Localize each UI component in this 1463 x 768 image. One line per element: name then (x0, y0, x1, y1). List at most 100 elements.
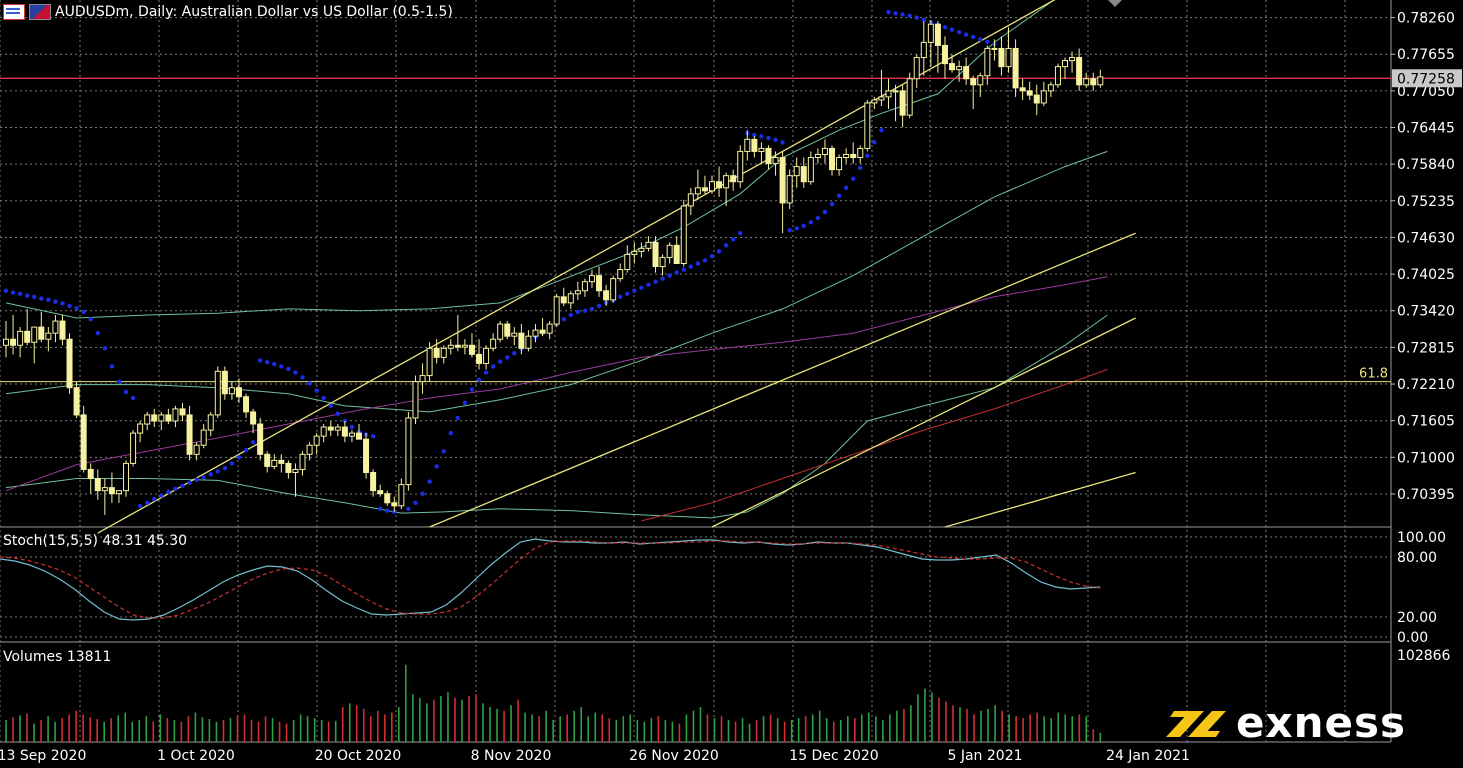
candle-body (588, 275, 595, 283)
parabolic-sar-dot (490, 364, 496, 369)
candle-body (221, 370, 228, 395)
candle-body (751, 138, 758, 152)
parabolic-sar-dot (730, 237, 736, 242)
parabolic-sar-dot (427, 479, 432, 484)
candle-body (603, 290, 610, 301)
parabolic-sar-dot (900, 12, 905, 17)
candle-body (1083, 78, 1090, 86)
parabolic-sar-dot (476, 377, 482, 383)
candle-body (878, 96, 885, 101)
candle-body (829, 147, 836, 171)
price-axis-label: 0.76445 (1397, 121, 1455, 137)
candle-body (334, 426, 341, 431)
candle-body (574, 290, 581, 295)
candle-body (1012, 47, 1019, 89)
candle-body (80, 414, 87, 470)
parabolic-sar-dot (942, 25, 948, 30)
parabolic-sar-dot (865, 153, 870, 158)
candle-body (101, 487, 108, 492)
candle-body (377, 490, 384, 495)
parabolic-sar-dot (222, 466, 228, 471)
candle-body (885, 90, 892, 98)
candle-body (673, 244, 680, 265)
candle-body (984, 47, 991, 77)
parabolic-sar-dot (702, 258, 708, 263)
candle-body (511, 332, 518, 337)
parabolic-sar-dot (272, 361, 277, 367)
parabolic-sar-dot (46, 297, 51, 303)
parabolic-sar-dot (187, 480, 192, 485)
candle-body (652, 241, 659, 268)
candle-body (518, 332, 525, 349)
parabolic-sar-dot (674, 270, 679, 275)
parabolic-sar-dot (300, 375, 305, 380)
stochastic-axis-label: 20.00 (1397, 610, 1437, 626)
candle-body (179, 408, 186, 416)
parabolic-sar-dot (321, 395, 326, 401)
parabolic-sar-dot (949, 27, 955, 32)
stochastic-axis-label: 80.00 (1397, 550, 1437, 566)
chart-window-icon[interactable] (3, 4, 25, 20)
candle-body (913, 57, 920, 80)
price-axis-label: 0.75840 (1397, 157, 1455, 173)
candle-body (59, 320, 66, 340)
parabolic-sar-dot (716, 249, 722, 254)
candle-body (1019, 87, 1026, 92)
candle-body (1005, 47, 1012, 68)
candle-body (920, 41, 927, 59)
parabolic-sar-dot (907, 13, 912, 18)
candle-body (1069, 57, 1076, 62)
parabolic-sar-dot (314, 388, 319, 393)
price-axis-label: 0.73420 (1397, 304, 1455, 320)
parabolic-sar-dot (639, 285, 644, 290)
broker-logo: exness (1160, 700, 1406, 746)
parabolic-sar-dot (159, 493, 164, 498)
price-axis-label: 0.72815 (1397, 340, 1455, 356)
candle-body (631, 250, 638, 255)
parabolic-sar-dot (498, 359, 503, 364)
price-axis-label: 0.78260 (1397, 11, 1455, 27)
parabolic-sar-dot (787, 227, 792, 233)
chart-shift-marker-icon (1108, 0, 1122, 7)
price-axis-label: 0.74025 (1397, 267, 1455, 283)
parabolic-sar-dot (39, 296, 44, 301)
candle-body (758, 147, 765, 152)
candle-body (927, 23, 934, 43)
date-axis-label: 26 Nov 2020 (629, 748, 719, 764)
candle-body (123, 462, 130, 492)
volumes-indicator-label: Volumes 13811 (3, 649, 112, 665)
candle-body (701, 187, 708, 192)
parabolic-sar-dot (462, 400, 468, 406)
candle-body (356, 432, 362, 440)
candle-body (320, 426, 327, 437)
candle-body (257, 423, 264, 455)
channel-trendline (97, 0, 1056, 534)
candle-body (991, 47, 998, 50)
candle-body (10, 338, 17, 346)
candle-body (525, 335, 532, 349)
parabolic-sar-dot (257, 358, 263, 363)
parabolic-sar-dot (109, 364, 115, 369)
candle-body (567, 293, 574, 304)
stochastic-indicator-label: Stoch(15,5,5) 48.31 45.30 (3, 533, 188, 549)
parabolic-sar-dot (858, 165, 863, 170)
candle-body (723, 175, 730, 189)
candle-body (687, 193, 694, 207)
candle-body (941, 44, 948, 65)
candle-body (398, 484, 405, 507)
parabolic-sar-dot (575, 309, 581, 315)
parabolic-sar-dot (752, 132, 757, 138)
candle-body (814, 153, 821, 158)
price-axis-label: 0.71000 (1397, 450, 1455, 466)
candle-body (292, 468, 299, 473)
candle-body (645, 241, 652, 249)
candle-body (546, 323, 553, 334)
candle-body (871, 99, 878, 104)
candle-body (228, 387, 235, 395)
parabolic-sar-dot (596, 303, 602, 309)
candle-body (793, 166, 800, 177)
parabolic-sar-dot (17, 291, 23, 296)
parabolic-sar-dot (279, 364, 284, 369)
parabolic-sar-dot (843, 185, 849, 190)
